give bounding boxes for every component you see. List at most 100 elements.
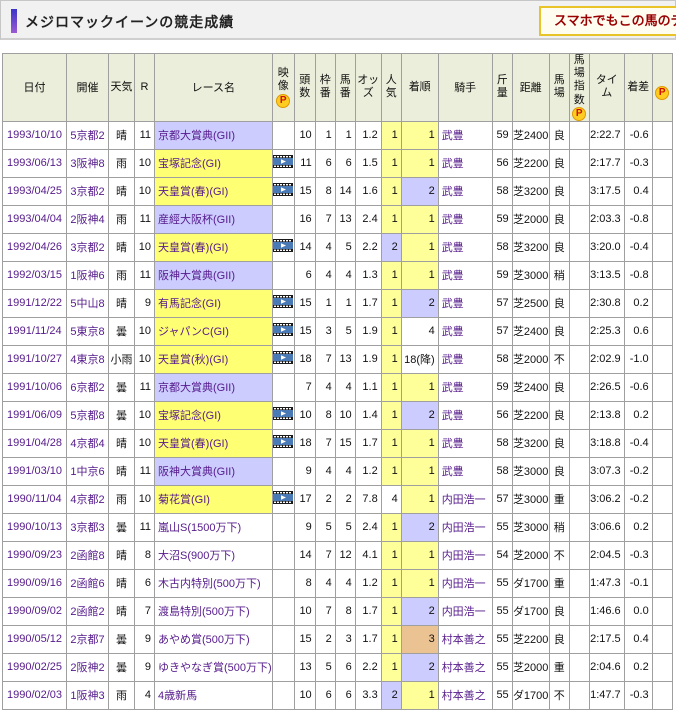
venue-link[interactable]: 2京都7 [70,634,105,647]
date-link[interactable]: 1991/03/10 [6,465,63,478]
date-link[interactable]: 1993/06/13 [6,157,63,170]
jockey-link[interactable]: 武豊 [441,382,464,395]
jockey-link[interactable]: 武豊 [441,410,464,423]
race-link[interactable]: ジャパンC(GI) [158,326,229,339]
jockey-link[interactable]: 内田浩一 [441,578,486,591]
venue-link[interactable]: 2函館2 [70,606,105,619]
jockey-link[interactable]: 村本善之 [441,662,486,675]
venue-link[interactable]: 2函館8 [70,550,105,563]
race-link[interactable]: 宝塚記念(GI) [158,158,221,171]
video-icon[interactable] [273,491,294,507]
venue-link[interactable]: 5京都8 [70,410,105,423]
race-link[interactable]: 木古内特別(500万下) [158,578,261,591]
race-link[interactable]: 京都大賞典(GII) [158,382,235,395]
race-link[interactable]: 天皇賞(秋)(GI) [158,354,229,367]
race-link[interactable]: 嵐山S(1500万下) [158,522,242,535]
venue-link[interactable]: 3京都2 [70,242,105,255]
race-link[interactable]: 天皇賞(春)(GI) [158,438,229,451]
venue-link[interactable]: 2函館6 [70,578,105,591]
date-link[interactable]: 1991/10/06 [6,381,63,394]
date-link[interactable]: 1993/04/25 [6,185,63,198]
date-link[interactable]: 1992/03/15 [6,269,63,282]
jockey-link[interactable]: 武豊 [441,466,464,479]
video-icon[interactable] [273,435,294,451]
date-link[interactable]: 1990/09/02 [6,605,63,618]
race-link[interactable]: 京都大賞典(GII) [158,130,235,143]
jockey-link[interactable]: 武豊 [441,242,464,255]
venue-link[interactable]: 4東京8 [70,354,105,367]
venue-link[interactable]: 3京都2 [70,186,105,199]
jockey-link[interactable]: 武豊 [441,158,464,171]
venue-link[interactable]: 4京都4 [70,438,105,451]
jockey-link[interactable]: 村本善之 [441,690,486,703]
date-link[interactable]: 1990/11/04 [7,493,62,506]
cell-date: 1991/04/28 [2,428,67,458]
jockey-link[interactable]: 内田浩一 [441,606,486,619]
date-link[interactable]: 1990/09/16 [6,577,63,590]
race-link[interactable]: 宝塚記念(GI) [158,410,221,423]
date-link[interactable]: 1990/10/13 [6,521,63,534]
video-icon[interactable] [273,323,294,339]
venue-link[interactable]: 5京都2 [70,130,105,143]
race-link[interactable]: 産經大阪杯(GII) [158,214,235,227]
jockey-link[interactable]: 内田浩一 [441,550,486,563]
jockey-link[interactable]: 武豊 [441,438,464,451]
jockey-link[interactable]: 武豊 [441,186,464,199]
jockey-link[interactable]: 武豊 [441,270,464,283]
video-icon[interactable] [273,239,294,255]
race-link[interactable]: ゆきやなぎ賞(500万下) [158,662,272,675]
video-icon[interactable] [273,155,294,171]
race-link[interactable]: 4歳新馬 [158,690,198,703]
date-link[interactable]: 1993/10/10 [6,129,63,142]
date-link[interactable]: 1991/04/28 [6,437,63,450]
race-link[interactable]: 菊花賞(GI) [158,494,210,507]
jockey-link[interactable]: 武豊 [441,326,464,339]
date-link[interactable]: 1990/09/23 [6,549,63,562]
venue-link[interactable]: 2阪神4 [70,214,105,227]
date-link[interactable]: 1991/11/24 [7,325,62,338]
venue-link[interactable]: 1阪神6 [70,270,105,283]
p-badge-icon[interactable]: P [276,93,291,108]
date-link[interactable]: 1993/04/04 [6,213,63,226]
race-link[interactable]: 天皇賞(春)(GI) [158,186,229,199]
race-link[interactable]: 大沼S(900万下) [158,550,236,563]
race-link[interactable]: 阪神大賞典(GII) [158,466,235,479]
venue-link[interactable]: 4京都2 [70,494,105,507]
date-link[interactable]: 1990/02/03 [6,689,63,702]
race-link[interactable]: 天皇賞(春)(GI) [158,242,229,255]
venue-link[interactable]: 1中京6 [70,466,105,479]
jockey-link[interactable]: 内田浩一 [441,494,486,507]
venue-link[interactable]: 5中山8 [70,298,105,311]
video-icon[interactable] [273,183,294,199]
date-link[interactable]: 1990/02/25 [6,661,63,674]
race-link[interactable]: 渡島特別(500万下) [158,606,250,619]
p-badge-icon[interactable]: P [572,106,587,121]
race-link[interactable]: 有馬記念(GI) [158,298,221,311]
p-badge-icon[interactable]: P [655,86,670,101]
jockey-link[interactable]: 内田浩一 [441,522,486,535]
date-link[interactable]: 1991/12/22 [6,297,63,310]
jockey-link[interactable]: 武豊 [441,354,464,367]
jockey-link[interactable]: 武豊 [441,214,464,227]
smartphone-promo-button[interactable]: スマホでもこの馬のデ [539,6,676,36]
venue-link[interactable]: 3阪神8 [70,158,105,171]
date-link[interactable]: 1991/06/09 [6,409,63,422]
venue-link[interactable]: 1阪神3 [70,690,105,703]
cell-bracket: 7 [314,596,336,626]
race-link[interactable]: あやめ賞(500万下) [158,634,250,647]
cell-margin: 0.2 [623,288,653,318]
venue-link[interactable]: 6京都2 [70,382,105,395]
venue-link[interactable]: 5東京8 [70,326,105,339]
date-link[interactable]: 1992/04/26 [6,241,63,254]
date-link[interactable]: 1990/05/12 [6,633,63,646]
date-link[interactable]: 1991/10/27 [6,353,63,366]
video-icon[interactable] [273,295,294,311]
venue-link[interactable]: 2阪神2 [70,662,105,675]
race-link[interactable]: 阪神大賞典(GII) [158,270,235,283]
jockey-link[interactable]: 武豊 [441,298,464,311]
jockey-link[interactable]: 村本善之 [441,634,486,647]
venue-link[interactable]: 3京都3 [70,522,105,535]
video-icon[interactable] [273,351,294,367]
video-icon[interactable] [273,407,294,423]
jockey-link[interactable]: 武豊 [441,130,464,143]
